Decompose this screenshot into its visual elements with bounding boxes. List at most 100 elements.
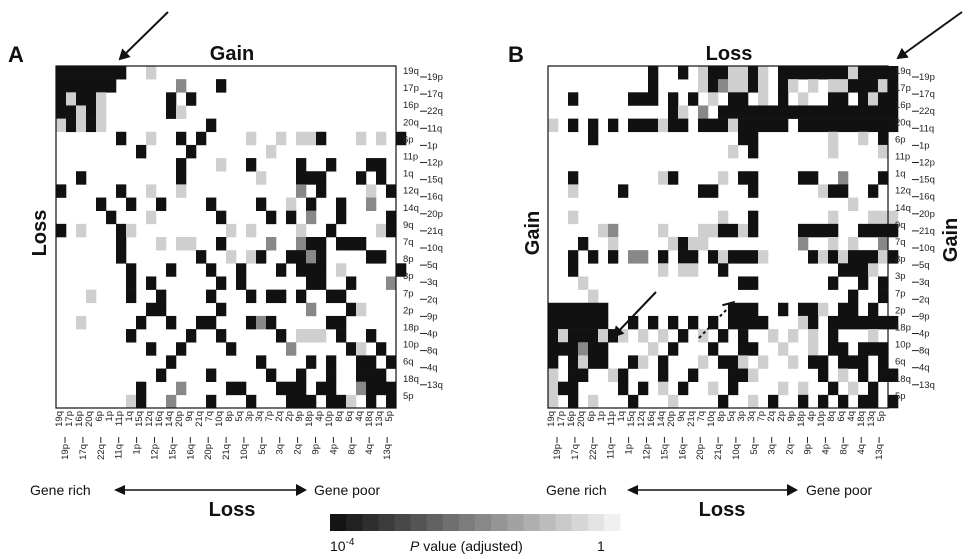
heatmap-cell — [266, 237, 277, 251]
heatmap-cell — [888, 66, 899, 80]
heatmap-cell — [838, 394, 849, 409]
heatmap-cell — [276, 263, 287, 277]
heatmap-cell — [888, 394, 899, 409]
row-label: 6p — [403, 134, 414, 145]
heatmap-cell — [798, 315, 809, 330]
heatmap-cell — [196, 250, 207, 264]
heatmap-cell — [568, 302, 579, 317]
heatmap-cell — [598, 329, 609, 343]
heatmap-cell — [848, 237, 859, 251]
heatmap-cell — [838, 302, 849, 317]
heatmap-cell — [838, 342, 849, 356]
row-label: 10p — [895, 340, 911, 351]
heatmap-cell — [888, 315, 899, 330]
heatmap-cell — [366, 329, 377, 343]
heatmap-cell — [186, 92, 197, 106]
heatmap-cell — [878, 250, 889, 264]
row-label: 19q — [403, 66, 419, 77]
col-label: 1p — [596, 411, 607, 422]
row-label: 2p — [403, 305, 414, 316]
legend-title-italic: P — [410, 538, 420, 554]
heatmap-cell — [858, 79, 869, 93]
heatmap-cell — [618, 184, 629, 198]
heatmap-cell — [196, 131, 207, 146]
col-label: 3q — [275, 444, 286, 455]
heatmap-cell — [156, 237, 167, 251]
heatmap-cell — [878, 131, 889, 146]
heatmap-cell — [868, 184, 879, 198]
heatmap-cell — [858, 342, 869, 356]
panel-b: B Loss Gain Gain 19q17p16p20q6p11p1q12q1… — [508, 11, 963, 521]
heatmap-cell — [256, 355, 267, 369]
heatmap-cell — [798, 223, 809, 238]
heatmap-cell — [798, 237, 809, 251]
heatmap-cell — [658, 118, 669, 133]
heatmap-cell — [568, 315, 579, 330]
legend-swatch — [458, 514, 476, 531]
heatmap-cell — [96, 105, 107, 119]
heatmap-cell — [126, 197, 137, 211]
heatmap-cell — [76, 118, 87, 133]
heatmap-cell — [888, 250, 899, 264]
heatmap-cell — [868, 394, 879, 409]
heatmap-cell — [628, 92, 639, 106]
heatmap-cell — [848, 118, 859, 133]
legend-title: P value (adjusted) — [410, 538, 523, 554]
heatmap-cell — [808, 118, 819, 133]
heatmap-cell — [828, 184, 839, 198]
panel-b-inner-arrow — [612, 291, 657, 338]
heatmap-cell — [778, 92, 789, 106]
panel-a-plot-frame — [55, 65, 397, 409]
heatmap-cell — [356, 237, 367, 251]
heatmap-cell — [76, 315, 87, 330]
heatmap-cell — [708, 381, 719, 396]
heatmap-cell — [858, 250, 869, 264]
heatmap-cell — [728, 368, 739, 382]
heatmap-cell — [808, 302, 819, 317]
heatmap-cell — [728, 302, 739, 317]
heatmap-cell — [96, 197, 107, 211]
row-label: 8p — [403, 254, 414, 265]
col-label: 10q — [731, 444, 742, 460]
heatmap-cell — [648, 79, 659, 93]
heatmap-cell — [828, 250, 839, 264]
heatmap-cell — [146, 66, 157, 80]
pvalue-legend: 10-4 P value (adjusted) 1 — [330, 514, 621, 554]
heatmap-cell — [116, 237, 127, 251]
heatmap-cell — [878, 276, 889, 290]
col-label: 13q — [382, 444, 393, 460]
heatmap-cell — [246, 289, 257, 304]
row-label: 12q — [895, 186, 911, 197]
col-label: 4p — [314, 411, 325, 422]
heatmap-cell — [818, 394, 829, 409]
heatmap-cell — [818, 184, 829, 198]
heatmap-cell — [758, 79, 769, 93]
heatmap-cell — [548, 394, 559, 409]
heatmap-cell — [668, 342, 679, 356]
col-label: 7q — [696, 411, 707, 422]
heatmap-cell — [146, 302, 157, 317]
col-label: 1p — [624, 444, 635, 455]
heatmap-cell — [868, 92, 879, 106]
row-label: 4p — [427, 329, 438, 340]
heatmap-cell — [216, 237, 227, 251]
row-label: 5p — [895, 391, 906, 402]
col-label: 16p — [566, 411, 577, 427]
heatmap-cell — [828, 315, 839, 330]
heatmap-cell — [818, 368, 829, 382]
heatmap-cell — [276, 131, 287, 146]
heatmap-cell — [588, 329, 599, 343]
row-label: 18q — [895, 374, 911, 385]
heatmap-cell — [176, 105, 187, 119]
heatmap-cell — [568, 381, 579, 396]
heatmap-cell — [778, 118, 789, 133]
heatmap-cell — [548, 118, 559, 133]
heatmap-cell — [718, 223, 729, 238]
heatmap-cell — [578, 302, 589, 317]
heatmap-cell — [326, 315, 337, 330]
row-label: 12p — [919, 158, 935, 169]
heatmap-cell — [828, 342, 839, 356]
heatmap-cell — [728, 79, 739, 93]
heatmap-cell — [276, 289, 287, 304]
heatmap-cell — [718, 171, 729, 185]
